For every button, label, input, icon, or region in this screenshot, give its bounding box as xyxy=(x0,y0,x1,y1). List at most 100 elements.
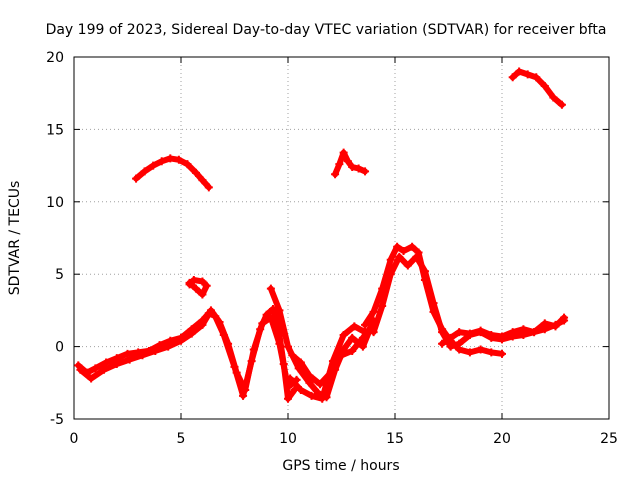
data-point xyxy=(191,168,200,177)
data-point xyxy=(328,357,337,366)
data-point xyxy=(399,247,408,256)
series-upper-arc-3 xyxy=(508,67,566,109)
data-point xyxy=(446,333,455,342)
data-point xyxy=(189,275,198,284)
data-point xyxy=(508,73,517,82)
data-point xyxy=(138,351,147,360)
series-group xyxy=(74,67,569,403)
data-point xyxy=(361,167,370,176)
data-point xyxy=(540,319,549,328)
data-point xyxy=(87,374,96,383)
data-point xyxy=(395,252,404,261)
data-point xyxy=(204,183,213,192)
x-tick-label: 25 xyxy=(600,431,618,447)
data-point xyxy=(361,328,370,337)
data-point xyxy=(284,394,292,403)
data-point xyxy=(76,365,85,374)
series-mid-arc xyxy=(185,275,211,299)
data-point xyxy=(202,281,211,290)
data-point xyxy=(455,328,464,337)
data-point xyxy=(408,242,417,251)
data-point xyxy=(350,322,359,331)
data-point xyxy=(378,302,387,311)
x-tick-label: 10 xyxy=(279,431,297,447)
data-point xyxy=(191,284,200,293)
data-point xyxy=(530,328,539,337)
series-upper-arc-1 xyxy=(132,154,213,192)
data-point xyxy=(560,313,569,322)
data-point xyxy=(187,329,196,338)
data-point xyxy=(151,346,160,355)
data-point xyxy=(429,299,438,308)
data-point xyxy=(275,306,284,315)
series-segment-10-14c xyxy=(286,322,370,403)
data-point xyxy=(249,345,258,354)
data-point xyxy=(164,342,173,351)
series-line xyxy=(133,155,212,191)
y-tick-label: 20 xyxy=(46,50,64,66)
data-point xyxy=(316,380,325,389)
data-point xyxy=(403,261,412,270)
y-axis-ticks: -5 0 5 10 15 20 xyxy=(46,50,609,428)
data-point xyxy=(361,320,370,329)
data-point xyxy=(174,155,183,164)
data-point xyxy=(198,290,207,299)
data-point xyxy=(275,339,284,348)
data-point xyxy=(348,346,357,355)
data-point xyxy=(296,386,305,395)
y-axis-label: SDTVAR / TECUs xyxy=(7,181,23,296)
data-point xyxy=(487,331,496,340)
data-point xyxy=(476,326,485,335)
data-point xyxy=(91,364,100,373)
data-point xyxy=(183,160,192,169)
data-point xyxy=(446,342,455,351)
x-tick-label: 20 xyxy=(493,431,511,447)
data-point xyxy=(296,358,305,367)
data-point xyxy=(523,70,532,79)
data-point xyxy=(307,391,316,400)
y-tick-label: 0 xyxy=(55,340,64,356)
data-point xyxy=(557,100,566,109)
data-point xyxy=(438,339,447,348)
data-point xyxy=(358,342,367,351)
data-point xyxy=(549,93,558,102)
data-point xyxy=(348,333,357,342)
data-point xyxy=(532,73,541,82)
data-point xyxy=(132,174,141,183)
series-upper-arc-2 xyxy=(331,148,370,179)
data-point xyxy=(125,355,134,364)
y-tick-label: 5 xyxy=(55,267,64,283)
data-point xyxy=(258,319,267,328)
data-point xyxy=(112,359,121,368)
data-point xyxy=(465,348,474,357)
data-point xyxy=(149,161,158,170)
grid xyxy=(74,57,609,419)
data-point xyxy=(343,157,352,166)
data-point xyxy=(519,325,528,334)
data-point xyxy=(99,365,108,374)
data-point xyxy=(369,307,378,316)
series-tail-18-23 xyxy=(438,313,569,348)
data-point xyxy=(232,368,241,377)
data-point xyxy=(465,329,474,338)
data-point xyxy=(393,242,402,251)
data-point xyxy=(266,284,275,293)
series-line xyxy=(77,307,300,393)
data-point xyxy=(198,320,207,329)
data-point xyxy=(305,378,314,387)
data-point xyxy=(339,331,348,340)
data-point xyxy=(284,342,292,351)
data-point xyxy=(498,349,506,358)
data-point xyxy=(386,255,395,264)
data-point xyxy=(266,313,275,322)
data-point xyxy=(358,333,367,342)
data-point xyxy=(515,67,524,76)
data-point xyxy=(102,358,111,367)
data-point xyxy=(331,170,340,179)
data-point xyxy=(498,332,506,341)
data-point xyxy=(215,317,224,326)
data-point xyxy=(241,386,250,395)
x-tick-label: 0 xyxy=(70,431,79,447)
y-tick-label: -5 xyxy=(50,412,64,428)
data-point xyxy=(206,306,215,315)
